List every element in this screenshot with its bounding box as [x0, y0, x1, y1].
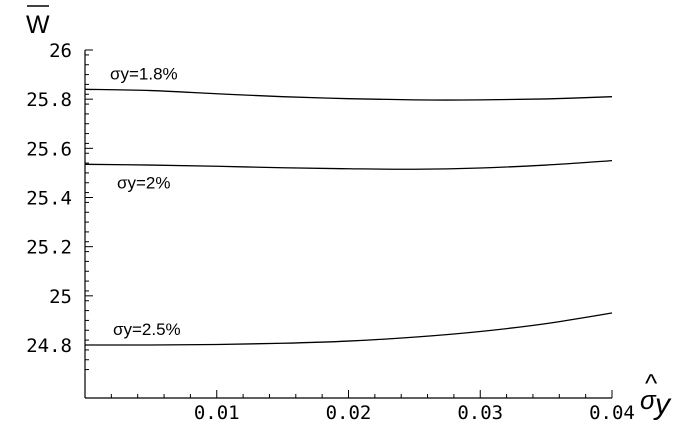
- y-tick-label: 25: [49, 286, 72, 308]
- y-axis-label: W: [26, 5, 50, 39]
- series-label: σy=1.8%: [110, 64, 178, 83]
- y-tick-label: 24.8: [26, 335, 72, 357]
- series-labels: σy=1.8% σy=2% σy=2.5%: [110, 64, 181, 339]
- y-tick-label: 25.6: [26, 138, 72, 160]
- series-line: [84, 159, 613, 170]
- y-tick-label: 25.2: [26, 237, 72, 259]
- series-line: [84, 312, 613, 346]
- x-axis-label: ^ σ y: [640, 368, 672, 421]
- x-axis-label-symbol: σ: [640, 385, 657, 415]
- y-axis-label-text: W: [26, 11, 50, 39]
- y-tick-label: 26: [49, 40, 72, 62]
- tick-labels: 24.8 25 25.2 25.4 25.6 25.8 26 0.01 0.02 0.03 0.04: [26, 40, 635, 424]
- y-tick-label: 25.8: [26, 89, 72, 111]
- x-tick-label: 0.04: [589, 402, 635, 424]
- series-label: σy=2%: [117, 173, 171, 192]
- y-tick-label: 25.4: [26, 188, 72, 210]
- axes: [84, 50, 612, 399]
- ticks: [85, 49, 613, 398]
- series-line: [84, 88, 613, 101]
- x-tick-label: 0.01: [194, 402, 240, 424]
- x-axis-label-hat: ^: [645, 368, 658, 398]
- series-curves: [84, 88, 613, 346]
- x-axis-label-subscript: y: [653, 388, 672, 421]
- x-tick-label: 0.02: [326, 402, 372, 424]
- series-label: σy=2.5%: [113, 320, 181, 339]
- x-tick-label: 0.03: [457, 402, 503, 424]
